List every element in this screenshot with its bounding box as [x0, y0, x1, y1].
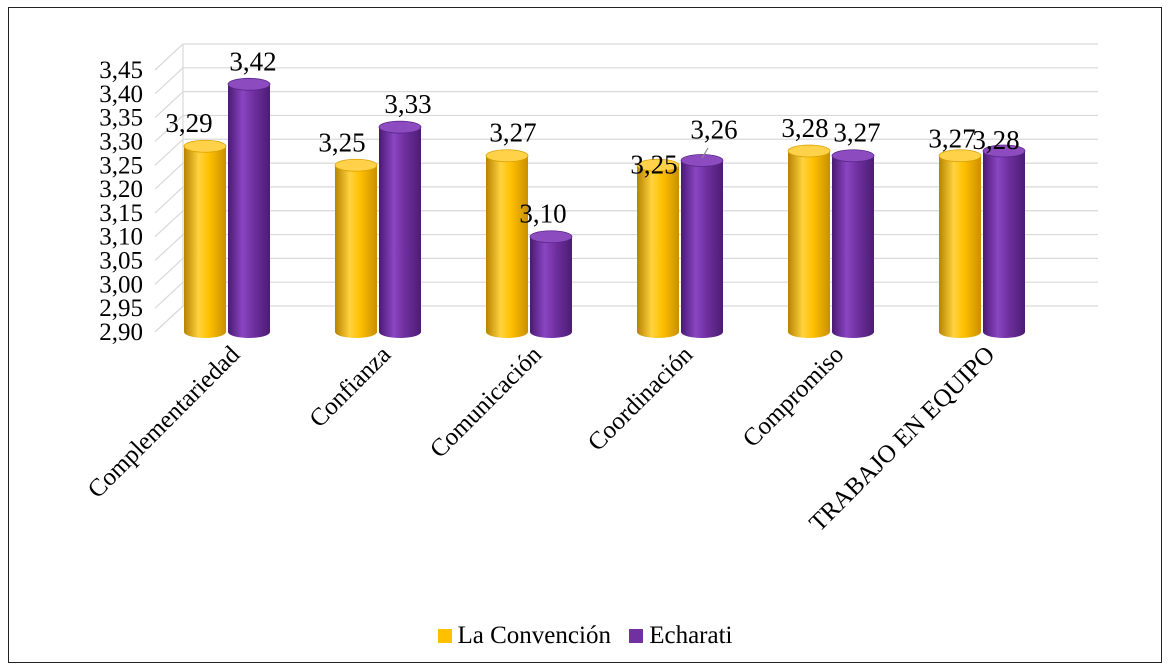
x-tick-label-coordinacion: Coordinación — [583, 341, 699, 457]
y-tick-label: 3,30 — [99, 128, 143, 155]
bar-la-convencion-compromiso — [787, 144, 831, 338]
y-tick-label: 3,25 — [99, 152, 143, 179]
data-label-la-convencion-confianza: 3,25 — [318, 127, 365, 157]
data-label-la-convencion-comunicacion: 3,27 — [489, 118, 536, 148]
data-label-echarati-comunicacion: 3,10 — [519, 199, 566, 229]
legend-swatch-la-convencion — [437, 629, 452, 643]
gridline-side — [154, 257, 184, 285]
gridline-side — [154, 162, 184, 190]
data-label-la-convencion-coordinacion: 3,25 — [630, 149, 677, 179]
legend-item-echarati: Echarati — [629, 622, 732, 650]
data-label-echarati-confianza: 3,33 — [384, 89, 431, 119]
y-tick-label: 3,20 — [99, 176, 143, 203]
gridline-side — [154, 305, 184, 333]
bar-echarati-comunicacion — [529, 230, 573, 338]
x-tick-label-complementariedad: Complementariedad — [83, 341, 246, 504]
gridline-side — [154, 91, 184, 119]
bar-la-convencion-coordinacion — [636, 158, 680, 338]
gridline-side — [154, 43, 184, 71]
bar-la-convencion-comunicacion — [485, 149, 529, 338]
x-tick-label-confianza: Confianza — [305, 341, 397, 433]
x-tick-label-comunicacion: Comunicación — [425, 341, 548, 464]
bar-la-convencion-trabajo-en-equipo — [938, 149, 982, 338]
x-axis: Complementariedad Confianza Comunicación Co… — [83, 341, 1000, 537]
legend: La Convención Echarati — [0, 622, 1170, 650]
y-axis: 2,902,953,003,053,103,153,203,253,303,35… — [99, 57, 143, 346]
data-label-echarati-compromiso: 3,27 — [833, 118, 880, 148]
gridline-side — [154, 186, 184, 214]
bar-la-convencion-confianza — [334, 158, 378, 338]
bar-echarati-confianza — [378, 120, 422, 338]
bar-la-convencion-complementariedad — [183, 139, 227, 338]
y-tick-label: 3,35 — [99, 105, 143, 132]
bar-echarati-compromiso — [831, 149, 875, 338]
y-tick-label: 3,40 — [99, 81, 143, 108]
data-label-echarati-complementariedad: 3,42 — [229, 46, 276, 76]
bar-echarati-coordinacion — [680, 154, 724, 338]
gridline-side — [154, 234, 184, 261]
data-labels: 3,293,423,253,333,273,103,253,26 3,28 3,27… — [165, 46, 1019, 228]
bars — [183, 77, 1026, 338]
gridline-side — [154, 115, 184, 142]
y-tick-label: 3,45 — [99, 57, 143, 84]
legend-swatch-echarati — [629, 629, 644, 643]
gridline-side — [154, 281, 184, 309]
bar-echarati-trabajo-en-equipo — [982, 144, 1026, 338]
data-label-echarati-coordinacion: 3,26 — [690, 115, 737, 145]
y-tick-label: 2,90 — [99, 319, 143, 346]
data-label-echarati-trabajo-en-equipo: 3,28 — [972, 125, 1019, 155]
y-tick-label: 3,00 — [99, 271, 143, 298]
y-tick-label: 2,95 — [99, 295, 143, 322]
gridline-side — [154, 210, 184, 238]
x-tick-label-compromiso: Compromiso — [738, 341, 849, 452]
gridline-side — [154, 67, 184, 95]
gridline-side — [154, 138, 184, 166]
data-label-la-convencion-complementariedad: 3,29 — [165, 108, 212, 138]
y-tick-label: 3,15 — [99, 200, 143, 227]
data-label-la-convencion-compromiso: 3,28 — [781, 113, 828, 143]
legend-label-la-convencion: La Convención — [457, 622, 611, 649]
y-tick-label: 3,05 — [99, 248, 143, 275]
data-label-la-convencion-trabajo-en-equipo: 3,27 — [928, 124, 975, 154]
y-tick-label: 3,10 — [99, 224, 143, 251]
label-leader-line — [701, 147, 709, 159]
legend-item-la-convencion: La Convención — [437, 622, 611, 650]
bar-echarati-complementariedad — [227, 77, 271, 338]
legend-label-echarati: Echarati — [649, 622, 733, 649]
